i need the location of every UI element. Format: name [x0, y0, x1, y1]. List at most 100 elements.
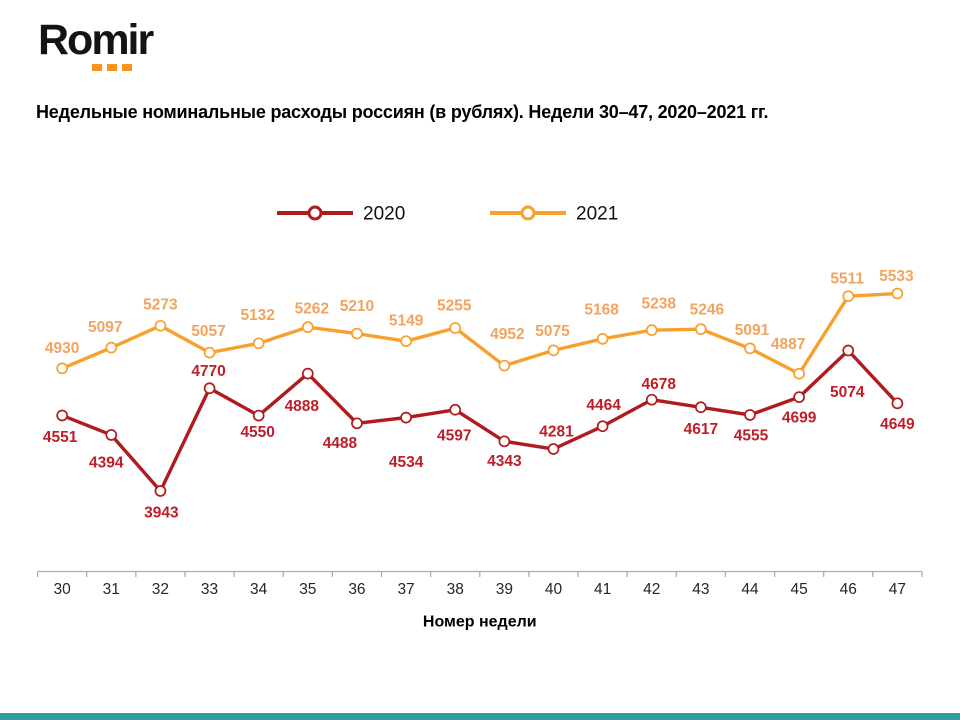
romir-logo-dots [92, 64, 132, 71]
data-label: 5075 [535, 323, 570, 340]
data-label: 5074 [830, 384, 865, 401]
data-label: 5273 [143, 296, 178, 313]
data-label: 4597 [437, 427, 471, 444]
data-point-marker [252, 337, 265, 350]
data-label: 4888 [285, 398, 320, 415]
data-point-marker [842, 290, 855, 303]
x-tick-label: 40 [545, 581, 563, 598]
data-point-marker [154, 319, 167, 332]
data-point-marker [449, 322, 462, 334]
data-label: 4464 [586, 397, 621, 414]
data-point-marker [56, 362, 69, 375]
data-point-marker [203, 346, 216, 359]
x-tick-label: 33 [201, 581, 218, 598]
x-tick-label: 47 [889, 581, 906, 598]
data-point-marker [154, 485, 167, 497]
data-point-marker [301, 321, 314, 334]
data-label: 5255 [437, 298, 472, 315]
data-label: 5057 [191, 323, 225, 340]
data-point-marker [301, 367, 314, 380]
data-label: 4550 [240, 424, 274, 441]
x-tick-label: 31 [103, 581, 120, 598]
series-2021: 4930 5097 5273 5057 5132 5262 5210 5149 5255 4952… [45, 268, 914, 380]
data-label: 4534 [389, 454, 424, 471]
legend-label: 2021 [576, 204, 618, 225]
logo-dot-icon [92, 64, 102, 71]
x-tick-label: 45 [790, 581, 807, 598]
logo-dot-icon [107, 64, 117, 71]
series-line-2021 [60, 291, 900, 376]
x-tick-label: 43 [692, 581, 709, 598]
data-point-marker [793, 391, 805, 403]
x-tick-label: 38 [447, 581, 464, 598]
x-tick-label: 36 [348, 581, 365, 598]
data-point-marker [56, 409, 69, 422]
data-label: 4649 [880, 416, 915, 433]
data-label: 4281 [539, 424, 574, 441]
data-point-marker [596, 332, 609, 345]
data-label: 4699 [782, 410, 817, 427]
data-label: 4394 [89, 454, 124, 471]
data-label: 4555 [734, 427, 769, 444]
data-label: 5132 [240, 307, 274, 324]
logo-dot-icon [122, 64, 132, 71]
data-point-marker [252, 409, 265, 422]
x-tick-label: 35 [299, 581, 316, 598]
data-point-marker [400, 411, 412, 424]
data-point-marker [744, 342, 756, 355]
x-tick-label: 39 [496, 581, 513, 598]
data-point-marker [891, 397, 904, 410]
data-label: 4343 [487, 453, 522, 470]
data-label: 5511 [830, 271, 864, 288]
data-point-marker [547, 344, 560, 357]
data-label: 5533 [879, 268, 914, 285]
romir-logo-text: Romir [38, 16, 154, 64]
romir-logo: Romir [38, 16, 198, 80]
data-point-marker [498, 435, 511, 448]
footer-accent-bar [0, 713, 960, 720]
data-label: 4551 [43, 429, 78, 446]
data-point-marker [351, 417, 363, 430]
legend-item-2020: 2020 [277, 204, 405, 225]
x-tick-label: 32 [152, 581, 169, 598]
data-point-marker [105, 341, 118, 354]
data-point-marker [695, 323, 707, 335]
data-label: 5246 [690, 302, 725, 319]
series-2020: 4551 4394 3943 4770 4550 4888 4488 4534 4597 4343… [43, 344, 915, 522]
data-point-marker [547, 443, 560, 455]
data-point-marker [645, 393, 658, 406]
data-label: 5262 [295, 301, 329, 318]
data-point-marker [351, 327, 363, 340]
data-point-marker [842, 344, 855, 357]
data-point-marker [449, 403, 462, 416]
chart-title: Недельные номинальные расходы россиян (в… [36, 102, 769, 122]
data-label: 5238 [641, 296, 676, 313]
data-point-marker [744, 409, 756, 421]
x-axis-title: Номер недели [423, 614, 537, 631]
legend-marker-icon [520, 205, 536, 221]
data-label: 3943 [144, 505, 179, 522]
legend-marker-icon [307, 205, 323, 221]
data-point-marker [793, 367, 805, 380]
data-point-marker [498, 359, 511, 372]
data-label: 4617 [684, 421, 718, 438]
data-point-marker [596, 420, 609, 433]
data-point-marker [695, 401, 707, 414]
data-label: 5149 [389, 313, 424, 330]
data-label: 5097 [88, 319, 122, 336]
data-point-marker [400, 335, 412, 348]
data-label: 4770 [191, 363, 225, 380]
data-point-marker [203, 382, 216, 395]
data-label: 4488 [323, 435, 358, 452]
data-label: 4887 [771, 336, 805, 353]
data-label: 5091 [735, 322, 770, 339]
data-label: 4952 [490, 326, 524, 343]
legend-label: 2020 [363, 204, 405, 225]
data-label: 5210 [340, 298, 374, 315]
x-tick-label: 37 [397, 581, 414, 598]
x-tick-label: 44 [741, 581, 759, 598]
data-point-marker [891, 287, 904, 300]
x-axis: 30 31 32 33 34 35 36 37 38 39 40 41 42 43 44 45 46 47 Номе… [36, 570, 923, 631]
data-label: 5168 [584, 301, 619, 318]
